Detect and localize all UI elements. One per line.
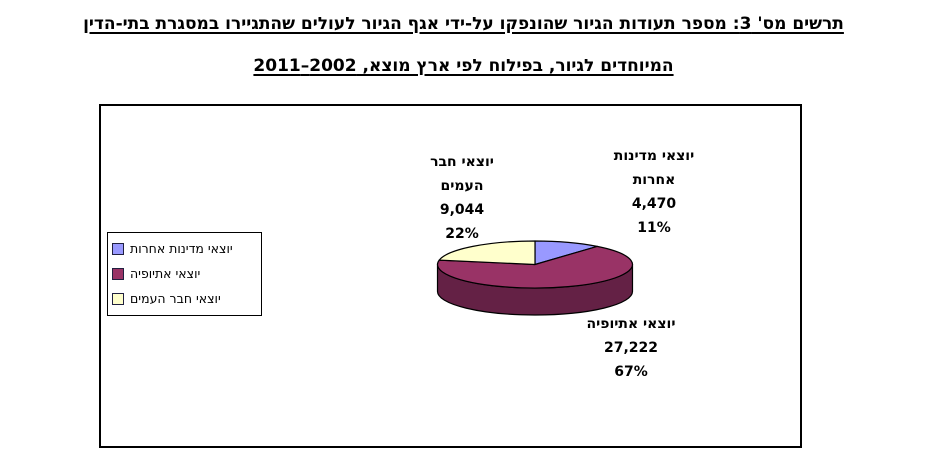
slice-label-value: 9,044 <box>439 202 485 218</box>
legend-item-other-countries: יוצאי מדינות אחרות <box>112 240 257 256</box>
slice-label-other-countries: יוצאי מדינות אחרות 4,470 11% <box>570 144 738 240</box>
legend-item-fsu: יוצאי חבר העמים <box>112 292 257 306</box>
slice-label-name-line: יוצאי חבר <box>430 154 494 170</box>
pie-chart-3d <box>436 240 634 316</box>
slice-label-name-line: העמים <box>440 178 484 194</box>
slice-label-fsu: יוצאי חבר העמים 9,044 22% <box>378 150 546 246</box>
legend-color-swatch-icon <box>112 267 124 280</box>
slice-label-percent: 67% <box>614 364 648 380</box>
legend-color-swatch-icon <box>112 242 124 255</box>
legend-color-swatch-icon <box>112 293 124 306</box>
slice-label-ethiopia: יוצאי אתיופיה 27,222 67% <box>543 312 719 384</box>
figure-title-line-1: תרשים מס' 3: מספר תעודות הגיור שהונפקו ע… <box>83 14 844 34</box>
slice-label-percent: 11% <box>637 220 671 236</box>
slice-label-name-line: יוצאי אתיופיה <box>586 316 676 332</box>
chart-legend: יוצאי מדינות אחרות יוצאי אתיופיה יוצאי ח… <box>107 232 262 316</box>
slice-label-name-line: אחרות <box>632 172 676 188</box>
legend-item-ethiopia: יוצאי אתיופיה <box>112 265 257 281</box>
legend-item-label: יוצאי מדינות אחרות <box>130 240 233 256</box>
legend-item-label: יוצאי חבר העמים <box>130 291 221 307</box>
pie-slice <box>436 245 634 289</box>
pie-slice <box>438 240 536 266</box>
legend-item-label: יוצאי אתיופיה <box>130 265 201 281</box>
figure-title-line-2: המיוחדים לגיור, בפילוח לפי ארץ מוצא, 200… <box>253 56 674 76</box>
slice-label-name-line: יוצאי מדינות <box>613 148 695 164</box>
slice-label-value: 4,470 <box>631 196 677 212</box>
slice-label-value: 27,222 <box>603 340 659 356</box>
slice-label-percent: 22% <box>445 226 479 242</box>
